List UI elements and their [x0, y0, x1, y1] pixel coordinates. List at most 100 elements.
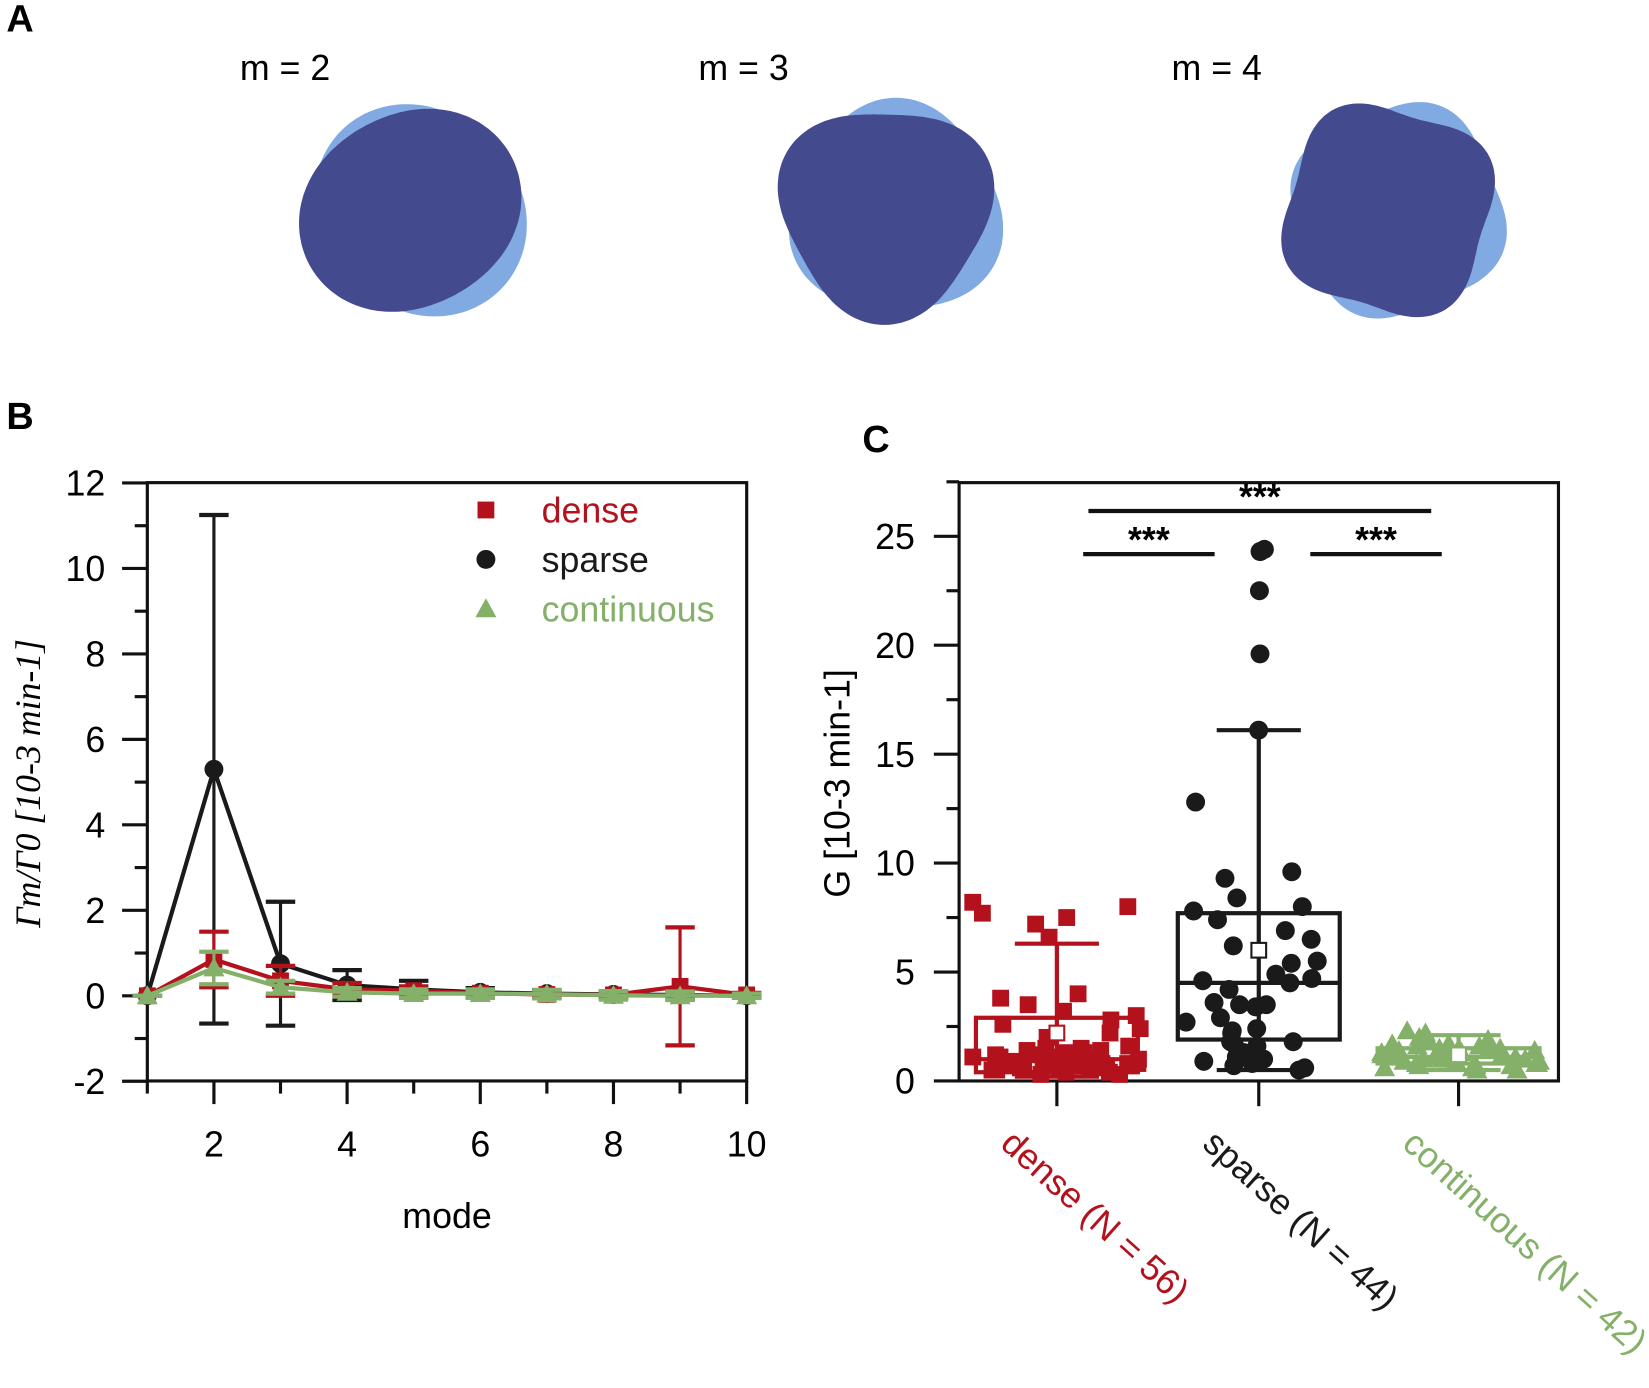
triangle-marker: [1477, 1039, 1499, 1059]
circle-marker: [1242, 1054, 1262, 1073]
y-tick-label: 10: [65, 549, 105, 589]
square-marker: [973, 904, 991, 922]
legend-label-dense: dense: [542, 491, 639, 531]
legend-marker-continuous: [475, 598, 497, 618]
circle-marker: [1215, 868, 1235, 888]
circle-marker: [1186, 792, 1206, 812]
series-line: [146, 957, 747, 998]
circle-marker: [271, 954, 290, 974]
x-tick-label: 6: [470, 1125, 490, 1165]
series-continuous: [132, 949, 762, 1005]
square-marker: [1032, 1066, 1050, 1083]
deformed-shape: [299, 108, 522, 312]
circle-marker: [1227, 888, 1247, 908]
legend-marker-dense: [477, 501, 495, 519]
y-tick-label: 0: [895, 1062, 915, 1102]
triangle-marker: [1374, 1057, 1396, 1077]
shape-label: m = 3: [698, 48, 788, 88]
deformed-shape: [777, 114, 995, 325]
circle-marker: [1254, 539, 1274, 559]
circle-marker: [1194, 1051, 1214, 1071]
square-marker: [1057, 1063, 1075, 1081]
circle-marker: [1302, 969, 1322, 989]
square-marker: [1040, 928, 1058, 946]
triangle-marker: [136, 985, 158, 1005]
triangle-marker: [1526, 1053, 1549, 1072]
circle-marker: [1250, 644, 1270, 664]
y-tick-label: 6: [85, 720, 105, 760]
x-tick-label: 2: [204, 1125, 224, 1165]
legend-label-continuous: continuous: [542, 589, 715, 629]
y-tick-label: 15: [875, 735, 915, 775]
circle-marker: [1223, 936, 1243, 956]
panel-label-a: A: [6, 0, 33, 41]
y-tick-label: 5: [895, 953, 915, 993]
y-tick-label: 4: [85, 805, 105, 845]
y-tick-label: 0: [85, 976, 105, 1016]
y-tick-label: 25: [875, 517, 915, 557]
significance-label: ***: [1128, 520, 1170, 560]
category-label-continuous: continuous (N = 42): [1395, 1122, 1649, 1361]
category-label-sparse: sparse (N = 44): [1196, 1122, 1407, 1317]
group-sparse: [1175, 539, 1342, 1080]
y-tick-label: 8: [85, 635, 105, 675]
group-dense: [964, 893, 1149, 1083]
triangle-marker: [1408, 1055, 1430, 1075]
y-axis-label: G [10-3 min-1]: [818, 669, 858, 897]
panel-label-c: C: [862, 419, 889, 461]
triangle-marker: [1466, 1059, 1488, 1079]
circle-marker: [1193, 971, 1213, 991]
y-axis-label: Γm/Γ0 [10-3 min-1]: [8, 639, 48, 929]
circle-marker: [1224, 1056, 1244, 1076]
category-label-dense: dense (N = 56): [994, 1122, 1197, 1311]
square-marker: [1081, 1059, 1099, 1077]
x-axis-label: mode: [402, 1196, 491, 1236]
y-tick-label: 12: [65, 464, 105, 504]
square-marker: [1127, 1007, 1145, 1025]
square-marker: [1027, 915, 1045, 933]
square-marker: [1015, 1061, 1033, 1079]
panel-label-b: B: [6, 396, 33, 438]
circle-marker: [1266, 964, 1286, 984]
circle-marker: [1292, 897, 1312, 917]
square-marker: [1131, 1020, 1149, 1038]
circle-marker: [1275, 921, 1295, 941]
triangle-marker: [669, 985, 691, 1005]
shape-label: m = 4: [1172, 48, 1262, 88]
square-marker: [1119, 898, 1137, 916]
significance-label: ***: [1239, 477, 1281, 517]
circle-marker: [1184, 901, 1204, 921]
square-marker: [964, 1048, 982, 1066]
triangle-marker: [403, 983, 425, 1003]
triangle-marker: [469, 983, 491, 1003]
square-marker: [1101, 1024, 1119, 1042]
triangle-marker: [1431, 1048, 1453, 1068]
mean-marker: [1048, 1024, 1066, 1042]
square-marker: [1069, 985, 1087, 1003]
circle-marker: [1249, 581, 1269, 601]
deformed-shape: [1281, 103, 1495, 318]
square-marker: [983, 1061, 1001, 1079]
mean-marker: [1450, 1046, 1467, 1064]
square-marker: [994, 1015, 1012, 1033]
circle-marker: [1247, 1019, 1267, 1039]
circle-marker: [1219, 979, 1239, 999]
square-marker: [1102, 1011, 1120, 1029]
circle-marker: [1208, 910, 1227, 930]
square-marker: [1019, 996, 1037, 1014]
triangle-marker: [1506, 1059, 1528, 1079]
circle-marker: [1281, 953, 1301, 973]
circle-marker: [1283, 1032, 1303, 1052]
circle-marker: [1204, 993, 1224, 1012]
mean-marker: [1250, 941, 1268, 959]
triangle-marker: [203, 957, 225, 977]
panel-a-shapes: m = 2 m = 3 m = 4: [240, 48, 1507, 325]
triangle-marker: [1489, 1037, 1511, 1057]
circle-marker: [1246, 997, 1266, 1017]
circle-marker: [1249, 720, 1269, 740]
triangle-marker: [536, 983, 558, 1003]
x-tick-label: 4: [337, 1125, 357, 1165]
x-tick-label: 8: [604, 1125, 624, 1165]
triangle-marker: [602, 984, 624, 1004]
